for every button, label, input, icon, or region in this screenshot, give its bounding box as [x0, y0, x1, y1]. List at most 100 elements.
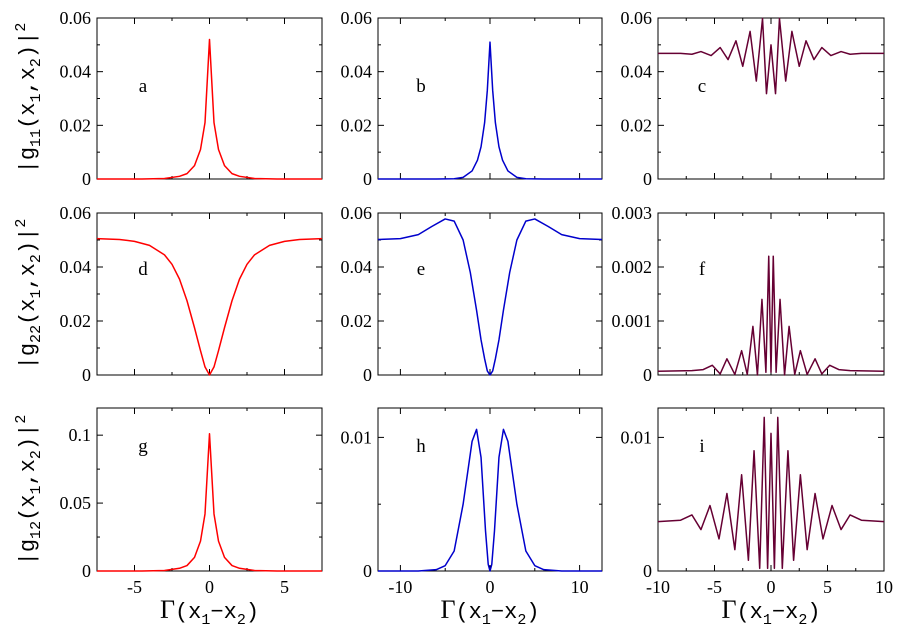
ytick-label: 0.002 [612, 257, 653, 277]
panel-letter: a [139, 76, 148, 97]
series-line [657, 255, 885, 376]
ytick-label: 0.06 [60, 8, 92, 28]
xlabel-sub1: 1 [763, 612, 772, 629]
series-line [378, 428, 602, 572]
ytick-label: 0.02 [341, 115, 373, 135]
ytick-label: 0.04 [60, 257, 92, 277]
xlabel-c: ) [246, 600, 259, 625]
ytick-label: 0 [363, 365, 372, 385]
xtick-label: -10 [388, 577, 412, 597]
ytick-label: 0.04 [341, 257, 373, 277]
ytick-label: 0.001 [612, 311, 653, 331]
ylabel-sub1: 1 [28, 94, 45, 103]
panel-i: 0 0.01 -10 -5 0 5 10 i [621, 407, 893, 597]
ylabel-sub: 22 [28, 325, 45, 343]
ytick-label: 0.02 [60, 311, 92, 331]
xlabel-sub1: 1 [482, 612, 491, 629]
panel-h: 0 0.01 -10 0 10 h [341, 407, 603, 597]
ylabel-sub2: 2 [28, 58, 45, 67]
ytick-label: 0 [363, 561, 372, 581]
ytick-label: 0.01 [341, 427, 373, 447]
panel-letter: e [417, 259, 425, 280]
ylabel-sub: 12 [28, 521, 45, 539]
panel-letter: f [699, 259, 706, 280]
ytick-label: 0.06 [341, 8, 373, 28]
panel-letter: c [698, 76, 706, 97]
panel-letter: g [138, 436, 148, 457]
xlabel-gamma: Γ [440, 595, 455, 624]
xlabel-sub2: 2 [798, 612, 807, 629]
xlabel-c: ) [807, 600, 820, 625]
panel-f: 0 0.001 0.002 0.003 f [612, 203, 885, 385]
panel-frame [657, 17, 885, 180]
panel-frame [96, 212, 323, 376]
xlabel-gamma: Γ [160, 595, 175, 624]
ytick-label: 0.06 [621, 8, 653, 28]
panel-d: 0 0.02 0.04 0.06 d [60, 203, 323, 385]
series-line [657, 416, 885, 570]
ylabel-rest: (x [16, 103, 41, 129]
ytick-label: 0.02 [60, 115, 92, 135]
ylabel-sub2: 2 [28, 450, 45, 459]
panel-frame [96, 407, 323, 572]
ytick-label: 0.05 [60, 493, 92, 513]
ytick-label: 0 [363, 169, 372, 189]
series-line [378, 41, 602, 180]
panel-b: 0 0.02 0.04 0.06 b [341, 8, 603, 189]
ylabel-end: )| [16, 228, 41, 254]
series-line [97, 433, 322, 572]
ylabel-main: |g [16, 539, 41, 565]
xlabel-b: −x [772, 600, 798, 625]
ylabel-main: |g [16, 147, 41, 173]
ylabel-sub2: 2 [28, 254, 45, 263]
ylabel-mid: ,x [16, 263, 41, 289]
xlabel-a: (x [175, 600, 201, 625]
ylabel-sub1: 1 [28, 290, 45, 299]
ytick-label: 0.003 [612, 203, 653, 223]
xtick-label: 5 [280, 577, 289, 597]
ytick-label: 0.01 [621, 427, 653, 447]
series-line [97, 38, 322, 180]
series-line [377, 218, 603, 376]
ytick-label: 0.06 [341, 203, 373, 223]
xlabel-col-3: Γ(x1−x2) [721, 595, 820, 629]
ytick-label: 0 [643, 561, 652, 581]
panel-frame [377, 212, 603, 376]
panel-letter: i [699, 436, 704, 457]
xtick-label: -5 [127, 577, 142, 597]
xtick-label: 10 [875, 577, 893, 597]
panel-letter: d [138, 259, 148, 280]
ylabel-sup: 2 [13, 415, 30, 424]
panel-letter: b [416, 76, 426, 97]
xlabel-gamma: Γ [721, 595, 736, 624]
ytick-label: 0 [643, 365, 652, 385]
xtick-label: 0 [205, 577, 214, 597]
ylabel-mid: ,x [16, 459, 41, 485]
ylabel-sub: 11 [28, 129, 45, 147]
ylabel-end: )| [16, 424, 41, 450]
xlabel-col-1: Γ(x1−x2) [160, 595, 259, 629]
panel-a: 0 0.02 0.04 0.06 a [60, 8, 323, 189]
xlabel-sub1: 1 [201, 612, 210, 629]
xlabel-b: −x [210, 600, 236, 625]
ylabel-sup: 2 [13, 219, 30, 228]
ytick-label: 0.06 [60, 203, 92, 223]
xlabel-sub2: 2 [517, 612, 526, 629]
series-line [658, 17, 884, 95]
ytick-label: 0.1 [69, 425, 92, 445]
ytick-label: 0.04 [621, 62, 653, 82]
ylabel-row-3: |g12(x1,x2)|2 [13, 415, 45, 566]
xtick-label: -10 [646, 577, 670, 597]
xlabel-a: (x [736, 600, 762, 625]
panel-g: 0 0.05 0.1 -5 0 5 g [60, 407, 323, 597]
series-line [96, 237, 323, 376]
ylabel-row-1: |g11(x1,x2)|2 [13, 23, 45, 174]
ytick-label: 0 [82, 561, 91, 581]
ytick-label: 0 [82, 169, 91, 189]
xtick-label: 5 [823, 577, 832, 597]
xlabel-a: (x [455, 600, 481, 625]
ylabel-rest: (x [16, 495, 41, 521]
xlabel-b: −x [491, 600, 517, 625]
panel-frame [377, 407, 603, 572]
